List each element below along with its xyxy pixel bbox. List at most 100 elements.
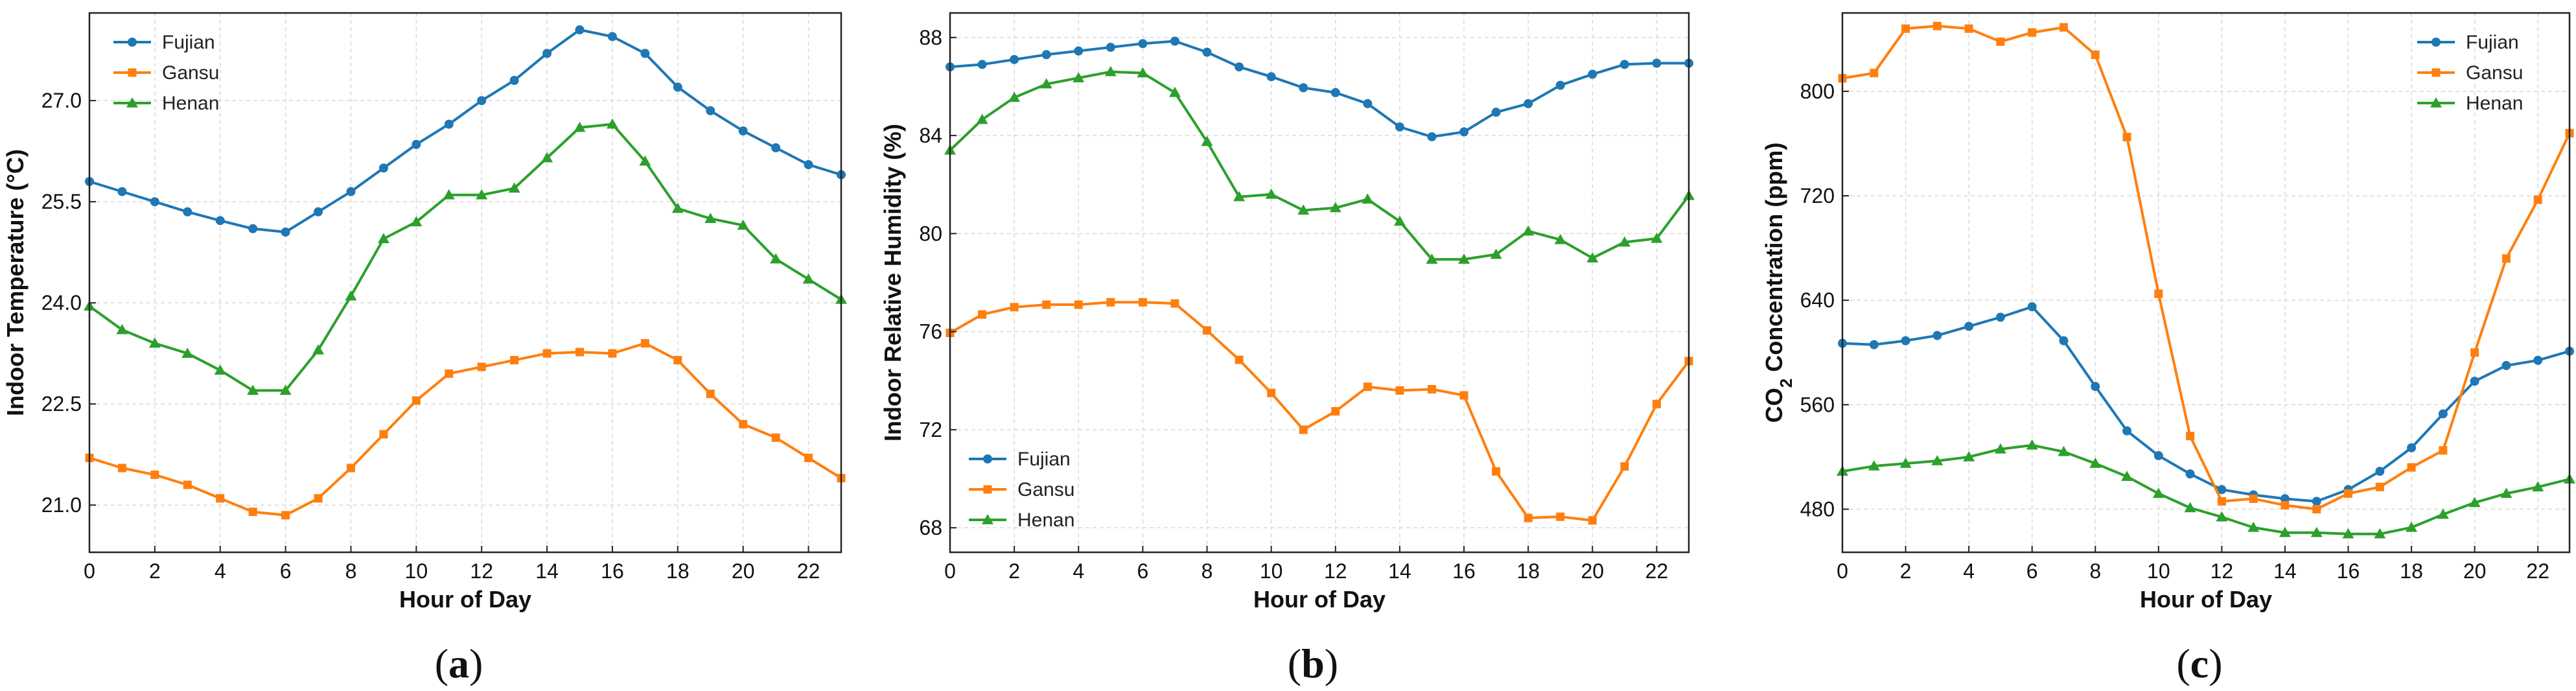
panel-a-series-gansu-point <box>117 463 126 473</box>
panel-b-legend-fujian-marker <box>983 454 992 463</box>
panel-c-x-tick-label: 2 <box>1900 559 1912 583</box>
panel-a-series-henan-point <box>671 202 684 213</box>
panel-b-series-gansu-point <box>1427 385 1436 394</box>
panel-a-series-gansu-point <box>739 419 748 428</box>
panel-c-series-henan-point <box>2152 487 2164 498</box>
panel-b-series-henan-point <box>976 113 988 124</box>
panel-c-y-tick-label: 480 <box>1800 498 1835 521</box>
panel-b-y-tick-label: 84 <box>919 124 942 147</box>
panel-c-x-axis-label: Hour of Day <box>2140 586 2272 613</box>
panel-a-series-henan-point <box>606 118 618 129</box>
panel-b-y-axis-label: Indoor Relative Humidity (%) <box>879 124 906 441</box>
panel-c-series-henan-point <box>2279 526 2291 537</box>
panel-a-series-fujian-point <box>706 106 715 115</box>
panel-b-x-tick-label: 10 <box>1260 559 1283 583</box>
panel-a-series-fujian-point <box>215 216 225 226</box>
panel-c-series-gansu-point <box>2344 489 2353 498</box>
panel-b-series-fujian-point <box>1041 50 1051 60</box>
panel-c-series-henan-point <box>2216 511 2228 522</box>
panel-a-series-henan-point <box>181 347 194 358</box>
panel-c-y-tick-label: 560 <box>1800 393 1835 416</box>
panel-c-ticks: 0 2 4 6 8 10 12 14 16 18 20 22 480 560 640 720 800 <box>1800 80 2549 583</box>
panel-b-x-tick-label: 6 <box>1137 559 1148 583</box>
panel-c-y-axis-label-after: Concentration (ppm) <box>1761 143 1787 379</box>
panel-b-series-fujian-point <box>1106 42 1115 52</box>
panel-c-series-henan-point <box>1931 454 1944 465</box>
panel-a-series-fujian-point <box>640 49 650 58</box>
panel-a-caption-letter: a <box>448 640 469 686</box>
panel-c-series-henan-point <box>2058 445 2070 456</box>
panel-c-x-tick-label: 14 <box>2273 559 2297 583</box>
panel-a-x-tick-label: 12 <box>470 559 493 583</box>
panel-b-series-henan-point <box>1458 253 1470 264</box>
panel-a-series-henan-point <box>410 216 423 227</box>
panel-a-series-gansu-line <box>89 342 842 517</box>
panel-c-series-fujian-point <box>1869 340 1879 349</box>
panel-b-series-henan-point <box>1393 215 1406 226</box>
panel-a-y-tick-label: 24.0 <box>41 291 82 314</box>
panel-b-series-henan-point <box>1265 188 1277 199</box>
panel-c-series-gansu-point <box>1901 24 1910 33</box>
panel-c-legend: Fujian Gansu Henan <box>2417 32 2523 114</box>
panel-a-series-henan-point <box>377 233 389 244</box>
panel-b-series-fujian-point <box>1652 58 1662 68</box>
panel-c-series-fujian-point <box>2470 377 2479 386</box>
panel-a-series-henan-point <box>345 290 357 301</box>
panel-c-x-tick-label: 22 <box>2526 559 2549 583</box>
panel-a-series-henan-point <box>312 344 325 355</box>
panel-b-series-henan-line <box>949 70 1690 261</box>
panel-b-series-henan-point <box>1329 202 1341 213</box>
panel-b-series-fujian-point <box>1266 72 1276 82</box>
panel-c-x-tick-label: 18 <box>2400 559 2423 583</box>
panel-c-series-fujian-point <box>2533 355 2543 365</box>
panel-c-series-fujian-point <box>2280 494 2290 504</box>
panel-b-series-henan-point <box>1008 91 1021 102</box>
panel-c-series-fujian-point <box>2407 443 2417 452</box>
panel-c-series-henan-point <box>2089 458 2102 468</box>
panel-a-y-tick-label: 21.0 <box>41 493 82 517</box>
panel-a-x-tick-label: 6 <box>280 559 292 583</box>
panel-c-legend-gansu-marker <box>2431 68 2441 77</box>
panel-b-series-fujian-point <box>1202 47 1212 57</box>
panel-a-x-tick-label: 4 <box>215 559 226 583</box>
panel-a-legend-gansu-marker <box>128 68 137 77</box>
panel-a-series-henan-line <box>88 123 842 392</box>
panel-c-series-henan-point <box>2374 528 2386 539</box>
panel-c-series-fujian-point <box>1964 322 1974 331</box>
panel-b-series-fujian-point <box>1330 88 1340 97</box>
panel-b-x-tick-label: 18 <box>1516 559 1540 583</box>
panel-c-legend-henan-marker <box>2430 97 2442 108</box>
panel-a-series-gansu-point <box>771 433 780 442</box>
panel-b-series-fujian-point <box>1459 127 1469 137</box>
panel-a-series-henan-point <box>116 323 128 334</box>
panel-b-series-gansu-point <box>1203 326 1212 335</box>
panel-a-series-henan-point <box>541 152 553 163</box>
panel-a-legend-fujian-marker <box>128 38 137 47</box>
panel-a-series-gansu-point <box>640 339 649 348</box>
panel-a-series-gansu-point <box>510 356 519 365</box>
panel-b-series-henan-point <box>1104 65 1117 76</box>
panel-b-series-fujian-point <box>977 60 987 69</box>
panel-a-legend-gansu-label: Gansu <box>162 62 219 84</box>
panel-a-y-tick-label: 22.5 <box>41 392 82 416</box>
panel-b-series-henan-point <box>1040 78 1052 89</box>
panel-a-series-henan-point <box>574 121 586 132</box>
panel-c-series-fujian-point <box>2059 336 2069 346</box>
panel-a-series-henan-point <box>148 337 161 348</box>
panel-c-series-henan-point <box>2247 521 2260 532</box>
panel-b-series <box>944 36 1695 525</box>
panel-c-series-gansu-point <box>2375 482 2384 491</box>
panel-b-series-gansu-point <box>1652 399 1661 408</box>
panel-a-legend-henan-marker <box>126 97 138 108</box>
panel-b-series-fujian-point <box>1588 69 1597 79</box>
panel-b-series-henan-point <box>1586 252 1599 263</box>
panel-a-x-tick-label: 14 <box>535 559 559 583</box>
panel-b-series-fujian-point <box>1010 54 1019 64</box>
panel-c-y-axis-label-sub: 2 <box>1776 379 1796 388</box>
panel-b-x-tick-label: 14 <box>1388 559 1411 583</box>
panel-b-legend-gansu-label: Gansu <box>1017 479 1074 500</box>
panel-c-series-gansu-point <box>2122 132 2131 141</box>
panel-b-y-tick-label: 76 <box>919 320 942 344</box>
panel-b-series-fujian-point <box>1491 108 1501 117</box>
